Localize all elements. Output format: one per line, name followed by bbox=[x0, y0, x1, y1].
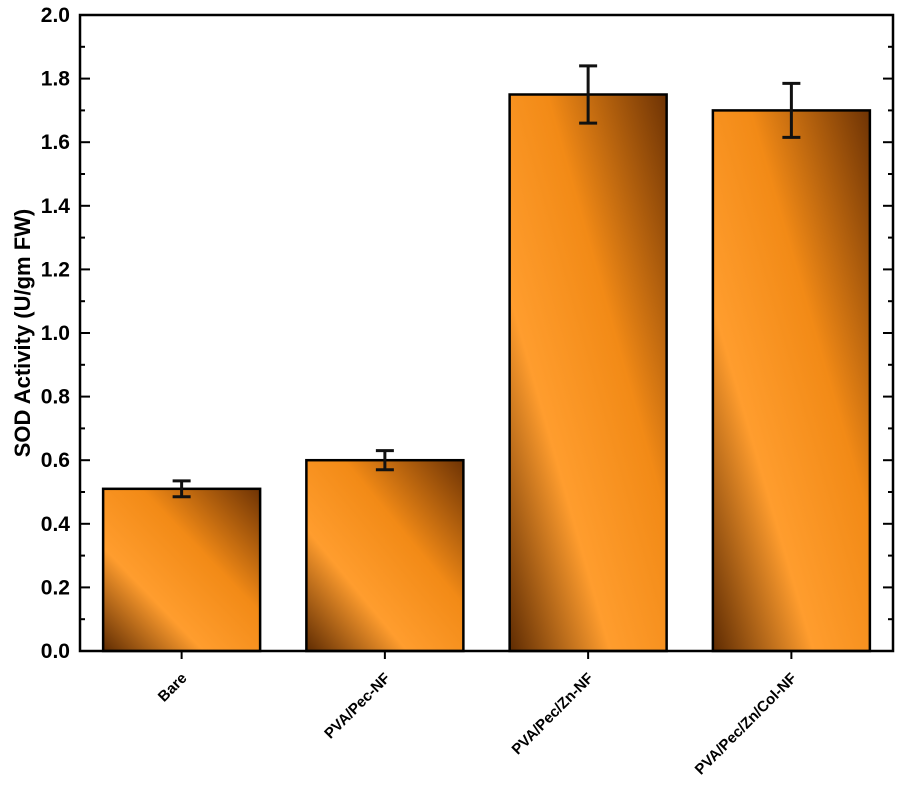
y-tick-label: 0.0 bbox=[41, 640, 70, 663]
y-tick-label: 1.4 bbox=[41, 195, 71, 218]
y-tick-label: 0.2 bbox=[41, 576, 70, 599]
x-tick-label: Bare bbox=[155, 670, 191, 706]
bar-pva-pec-zn-nf bbox=[508, 93, 668, 653]
bar-pva-pec-nf bbox=[305, 458, 465, 653]
y-tick-label: 1.0 bbox=[41, 322, 70, 345]
error-bars-layer bbox=[172, 64, 801, 499]
y-tick-label: 0.8 bbox=[41, 386, 71, 409]
x-tick-label: PVA/Pec/Zn/Col-NF bbox=[692, 670, 800, 778]
y-tick-label: 1.6 bbox=[41, 131, 70, 154]
x-tick-label: PVA/Pec-NF bbox=[321, 670, 394, 743]
y-tick-label: 1.8 bbox=[41, 68, 71, 91]
y-tick-label: 2.0 bbox=[41, 4, 70, 27]
x-axis-ticks: Bare PVA/Pec-NF PVA/Pec/Zn-NF PVA/Pec/Zn/Co… bbox=[155, 651, 800, 778]
y-tick-label: 1.2 bbox=[41, 258, 70, 281]
y-tick-label: 0.4 bbox=[41, 513, 71, 536]
bar-bare bbox=[101, 487, 262, 653]
bar-pva-pec-zn-col-nf bbox=[711, 109, 872, 653]
bars-layer bbox=[101, 93, 872, 653]
x-tick-label: PVA/Pec/Zn-NF bbox=[509, 670, 597, 758]
y-axis-title: SOD Activity (U/gm FW) bbox=[10, 209, 35, 458]
y-tick-label: 0.6 bbox=[41, 449, 70, 472]
y-axis-ticks: 0.0 0.2 0.4 0.6 0.8 1.0 1.2 1.4 1.6 1.8 2.0 bbox=[41, 4, 893, 663]
